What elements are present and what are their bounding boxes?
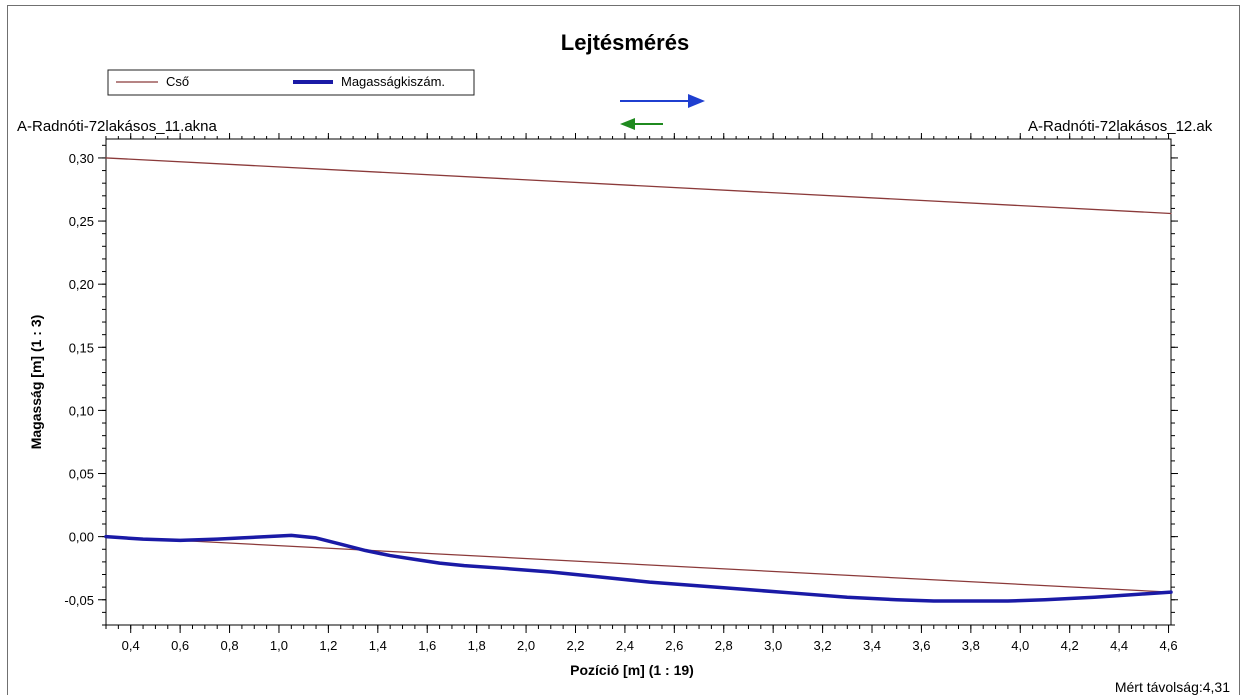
- y-axis-title: Magasság [m] (1 : 3): [28, 315, 44, 450]
- chart-title: Lejtésmérés: [561, 30, 689, 55]
- x-axis-ticks: 0,4 0,6 0,8 1,0 1,2 1,4 1,6 1,8 2,0 2,2 2,4 2,6 2,8 3…: [105, 133, 1178, 653]
- y-tick-label: -0,05: [64, 593, 94, 608]
- y-tick-label: 0,00: [69, 530, 94, 545]
- y-tick-label: 0,25: [69, 214, 94, 229]
- x-tick-label: 1,6: [418, 638, 436, 653]
- y-tick-label: 0,10: [69, 403, 94, 418]
- pipe-series-line-1: [105, 535, 1172, 593]
- y-tick-label: 0,30: [69, 151, 94, 166]
- x-tick-label: 3,0: [764, 638, 782, 653]
- y-tick-label: 0,20: [69, 277, 94, 292]
- x-tick-label: 1,8: [468, 638, 486, 653]
- height-calc-series-line-0: [104, 533, 1173, 603]
- y-tick-label: 0,05: [69, 467, 94, 482]
- x-tick-label: 2,8: [715, 638, 733, 653]
- x-tick-label: 0,4: [122, 638, 140, 653]
- x-tick-label: 1,0: [270, 638, 288, 653]
- x-tick-label: 3,2: [814, 638, 832, 653]
- x-axis-title: Pozíció [m] (1 : 19): [570, 662, 694, 678]
- legend: Cső Magasságkiszám.: [107, 69, 475, 96]
- x-tick-label: 0,6: [171, 638, 189, 653]
- x-tick-label: 2,0: [517, 638, 535, 653]
- x-tick-label: 4,4: [1110, 638, 1128, 653]
- top-cropped-strip: [0, 0, 1243, 5]
- chart-frame: Lejtésmérés Cső Magasságkiszám. A-Radnót…: [7, 5, 1240, 695]
- backward-arrow-icon: [620, 118, 663, 130]
- forward-arrow-icon: [620, 94, 705, 108]
- x-tick-label: 4,0: [1011, 638, 1029, 653]
- pipe-series-line-0: [105, 157, 1172, 215]
- x-tick-label: 2,6: [665, 638, 683, 653]
- x-tick-label: 0,8: [221, 638, 239, 653]
- x-tick-label: 4,2: [1061, 638, 1079, 653]
- legend-label-pipe: Cső: [166, 74, 189, 89]
- y-tick-label: 0,15: [69, 340, 94, 355]
- x-tick-label: 3,6: [912, 638, 930, 653]
- legend-label-height-calc: Magasságkiszám.: [341, 74, 445, 89]
- start-manhole-label: A-Radnóti-72lakásos_11.akna: [17, 118, 218, 135]
- x-tick-label: 1,2: [319, 638, 337, 653]
- x-tick-label: 3,8: [962, 638, 980, 653]
- slope-chart: Lejtésmérés Cső Magasságkiszám. A-Radnót…: [17, 30, 1230, 695]
- end-manhole-label: A-Radnóti-72lakásos_12.ak: [1028, 118, 1213, 135]
- x-tick-label: 1,4: [369, 638, 387, 653]
- x-tick-label: 4,6: [1159, 638, 1177, 653]
- plot-area: [105, 138, 1172, 626]
- series-layer: [104, 157, 1173, 603]
- x-tick-label: 2,4: [616, 638, 634, 653]
- x-tick-label: 3,4: [863, 638, 881, 653]
- measured-distance-label: Mért távolság:4,31: [1115, 679, 1230, 695]
- legend-box: [107, 69, 475, 96]
- x-tick-label: 2,2: [566, 638, 584, 653]
- direction-arrows: [620, 94, 705, 130]
